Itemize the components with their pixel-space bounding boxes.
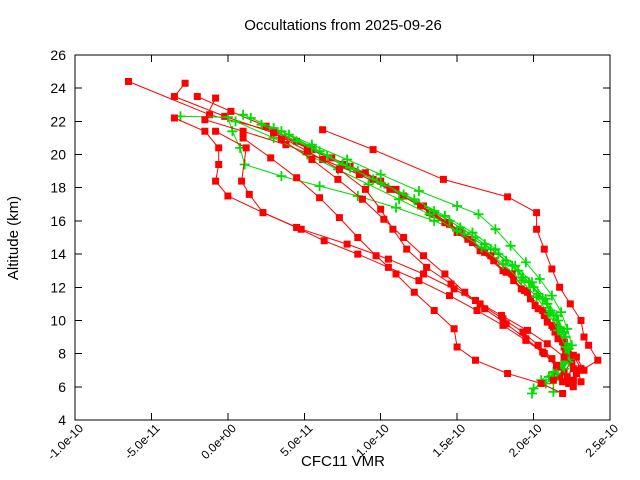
- x-axis-label: CFC11 VMR: [301, 453, 385, 470]
- series-markers-occultation-red-09: [239, 134, 567, 397]
- y-tick-label: 18: [50, 180, 66, 196]
- x-tick-label: 0.0e+00: [198, 421, 239, 462]
- y-tick-label: 26: [50, 47, 66, 63]
- series-markers-occultation-red-01: [125, 78, 577, 386]
- y-tick-label: 6: [58, 379, 66, 395]
- series-markers-occultation-red-10: [277, 136, 577, 391]
- y-tick-label: 12: [50, 279, 66, 295]
- y-tick-label: 4: [58, 412, 66, 428]
- plot-border: [74, 54, 611, 421]
- y-tick-label: 14: [50, 246, 66, 262]
- series-markers-occultation-green-05: [230, 116, 574, 394]
- series-line-occultation-green-03: [261, 124, 571, 392]
- series-line-occultation-red-08: [273, 132, 582, 382]
- y-tick-label: 20: [50, 147, 66, 163]
- y-tick-label: 22: [50, 113, 66, 129]
- plot-frame: -1.0e-10 -5.0e-11 0.0e+00 5.0e-11 1.0e-10 1.5…: [45, 47, 622, 463]
- series-line-occultation-red-09: [242, 137, 563, 394]
- x-tick-label: 2.0e-10: [506, 421, 545, 460]
- y-tick-label: 16: [50, 213, 66, 229]
- series-markers-occultation-red-03: [193, 93, 576, 381]
- x-tick-label: 1.5e-10: [430, 421, 469, 460]
- y-tick-label: 10: [50, 312, 66, 328]
- chart-title: Occultations from 2025-09-26: [244, 17, 442, 34]
- y-tick-label: 24: [50, 80, 66, 96]
- y-axis-label: Altitude (km): [5, 196, 22, 280]
- series-markers-occultation-green-03: [256, 119, 576, 397]
- series-line-occultation-red-06: [322, 129, 599, 381]
- series-line-occultation-red-03: [197, 96, 573, 378]
- plot-series: [125, 78, 602, 399]
- x-tick-label: 2.5e-10: [582, 421, 621, 460]
- series-line-occultation-red-10: [281, 139, 574, 388]
- y-tick-label: 8: [58, 346, 66, 362]
- x-tick-label: -5.0e-11: [122, 421, 163, 462]
